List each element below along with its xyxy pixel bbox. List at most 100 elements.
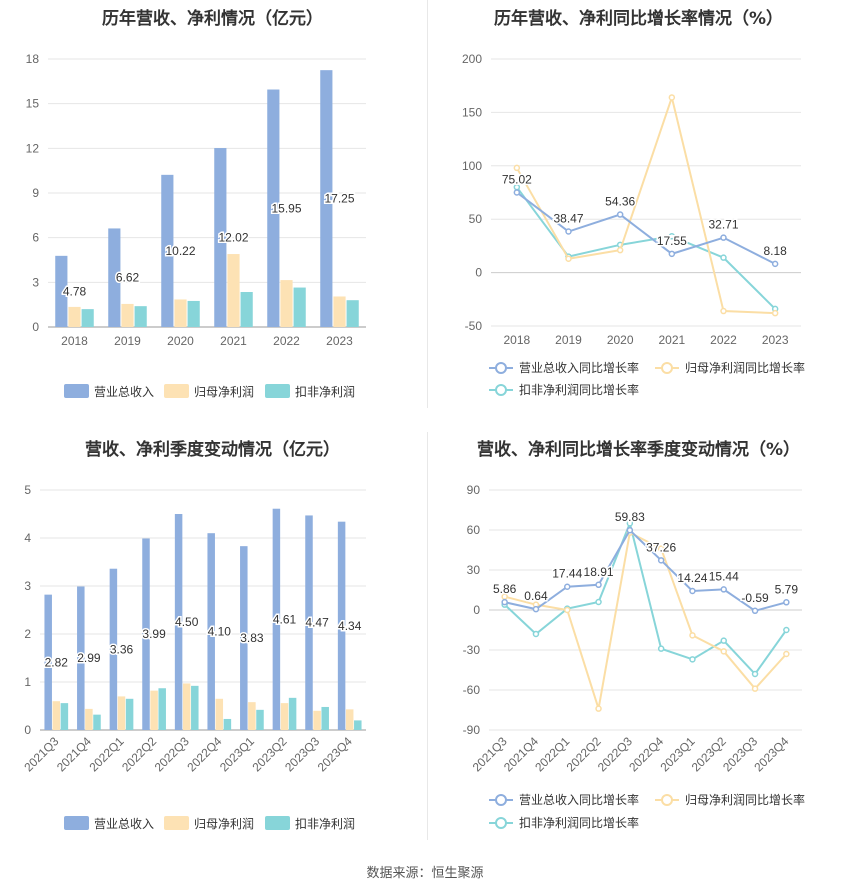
bar: [354, 720, 362, 730]
y-tick-label: 4: [24, 531, 31, 545]
bar: [142, 538, 150, 730]
data-point: [616, 246, 624, 254]
legend-marker: [661, 794, 673, 806]
data-point: [720, 307, 727, 315]
data-label: 3.83: [240, 631, 264, 645]
quarterly-growth-panel: 营收、净利同比增长率季度变动情况（%） -90 -60 -30 0 30 60 90 2021…: [427, 430, 850, 850]
legend-label: 扣非净利润同比增长率: [519, 815, 639, 830]
y-tick-label: 50: [469, 212, 483, 226]
bar: [207, 533, 215, 730]
data-point: [720, 254, 727, 261]
data-point: [668, 233, 676, 240]
legend-marker: [495, 384, 507, 396]
chart-title: 营收、净利同比增长率季度变动情况（%）: [476, 440, 801, 460]
bar: [60, 703, 69, 730]
y-tick-label: -60: [463, 683, 481, 697]
bar: [293, 287, 306, 327]
annual-growth-chart: -50 0 50 100 150 200 2018 2019 2020 2021 2022 2023 7…: [462, 52, 805, 397]
y-tick-label: 2: [24, 627, 31, 641]
x-tick-label: 2020: [167, 334, 194, 348]
legend-label: 扣非净利润: [295, 817, 355, 831]
bar: [256, 709, 264, 730]
data-point: [751, 685, 759, 692]
series-line: [504, 531, 788, 709]
data-point: [689, 587, 696, 595]
data-label: 5.86: [493, 582, 517, 596]
bar: [44, 594, 52, 730]
bar: [240, 292, 253, 327]
x-tick-label: 2018: [503, 333, 530, 347]
legend-label: 营业总收入: [94, 817, 154, 831]
data-label: 75.02: [502, 172, 532, 186]
x-tick-label: 2021: [658, 333, 685, 347]
data-point: [720, 637, 727, 644]
data-point: [689, 632, 696, 639]
y-tick-label: 6: [32, 231, 39, 245]
y-tick-label: 30: [467, 563, 481, 577]
data-label: 3.36: [110, 642, 134, 656]
data-label: 4.61: [273, 612, 297, 626]
y-tick-label: 3: [24, 579, 31, 593]
data-point: [657, 645, 665, 652]
data-point: [668, 250, 676, 258]
bar: [174, 299, 187, 327]
y-tick-label: 18: [26, 52, 40, 66]
data-point: [513, 164, 521, 172]
legend-swatch: [164, 816, 189, 830]
data-point: [532, 630, 540, 638]
bar: [182, 683, 191, 730]
y-tick-label: 1: [24, 675, 31, 689]
bar: [280, 703, 289, 730]
data-label: 12.02: [218, 231, 248, 245]
bar: [248, 702, 256, 730]
annual-amount-panel: 历年营收、净利情况（亿元） 0 3 6 9 12 15 18 2018 2019 2020 2021…: [0, 0, 425, 410]
bar: [109, 568, 118, 730]
x-tick-label: 2021Q4: [54, 734, 94, 774]
bar: [214, 148, 227, 327]
series-line: [516, 191, 776, 265]
data-label: 8.18: [763, 244, 787, 258]
x-tick-label: 2023Q4: [751, 734, 791, 774]
bar: [333, 296, 346, 327]
data-point: [771, 260, 779, 268]
y-tick-label: 15: [26, 97, 40, 111]
legend-swatch: [164, 384, 189, 398]
y-tick-label: 12: [26, 141, 40, 155]
data-point: [720, 586, 727, 593]
legend-label: 营业总收入同比增长率: [519, 360, 639, 375]
x-tick-label: 2021: [220, 334, 247, 348]
y-tick-label: 200: [462, 52, 482, 66]
data-point: [657, 545, 665, 552]
bar: [280, 280, 293, 327]
x-tick-label: 2021Q3: [21, 734, 61, 774]
series-line: [516, 186, 776, 310]
x-tick-label: 2022Q1: [87, 734, 127, 774]
data-point: [626, 526, 634, 534]
bar: [121, 303, 134, 327]
x-tick-label: 2022Q2: [119, 734, 159, 774]
legend-label: 营业总收入同比增长率: [519, 792, 639, 807]
data-label: 32.71: [708, 218, 738, 232]
data-point: [595, 598, 602, 606]
data-label: 0.64: [524, 589, 548, 603]
bar: [272, 508, 281, 730]
data-point: [595, 705, 602, 712]
data-label: -0.59: [741, 591, 769, 605]
data-label: 38.47: [553, 212, 583, 226]
y-tick-label: -50: [465, 319, 483, 333]
x-tick-label: 2023Q2: [250, 734, 290, 774]
bar: [117, 696, 126, 730]
bar: [161, 174, 174, 327]
data-point: [626, 520, 634, 527]
bar: [227, 254, 240, 327]
legend-label: 扣非净利润同比增长率: [519, 382, 639, 397]
x-tick-label: 2018: [61, 334, 88, 348]
bar: [321, 706, 329, 730]
quarterly-growth-chart: -90-60-3003060902021Q32021Q42022Q12022Q2…: [463, 483, 805, 830]
data-label: 17.25: [324, 192, 354, 206]
y-tick-label: -30: [463, 643, 481, 657]
data-point: [783, 650, 790, 658]
x-tick-label: 2019: [555, 333, 582, 347]
x-tick-label: 2020: [607, 333, 634, 347]
bar: [125, 698, 134, 730]
